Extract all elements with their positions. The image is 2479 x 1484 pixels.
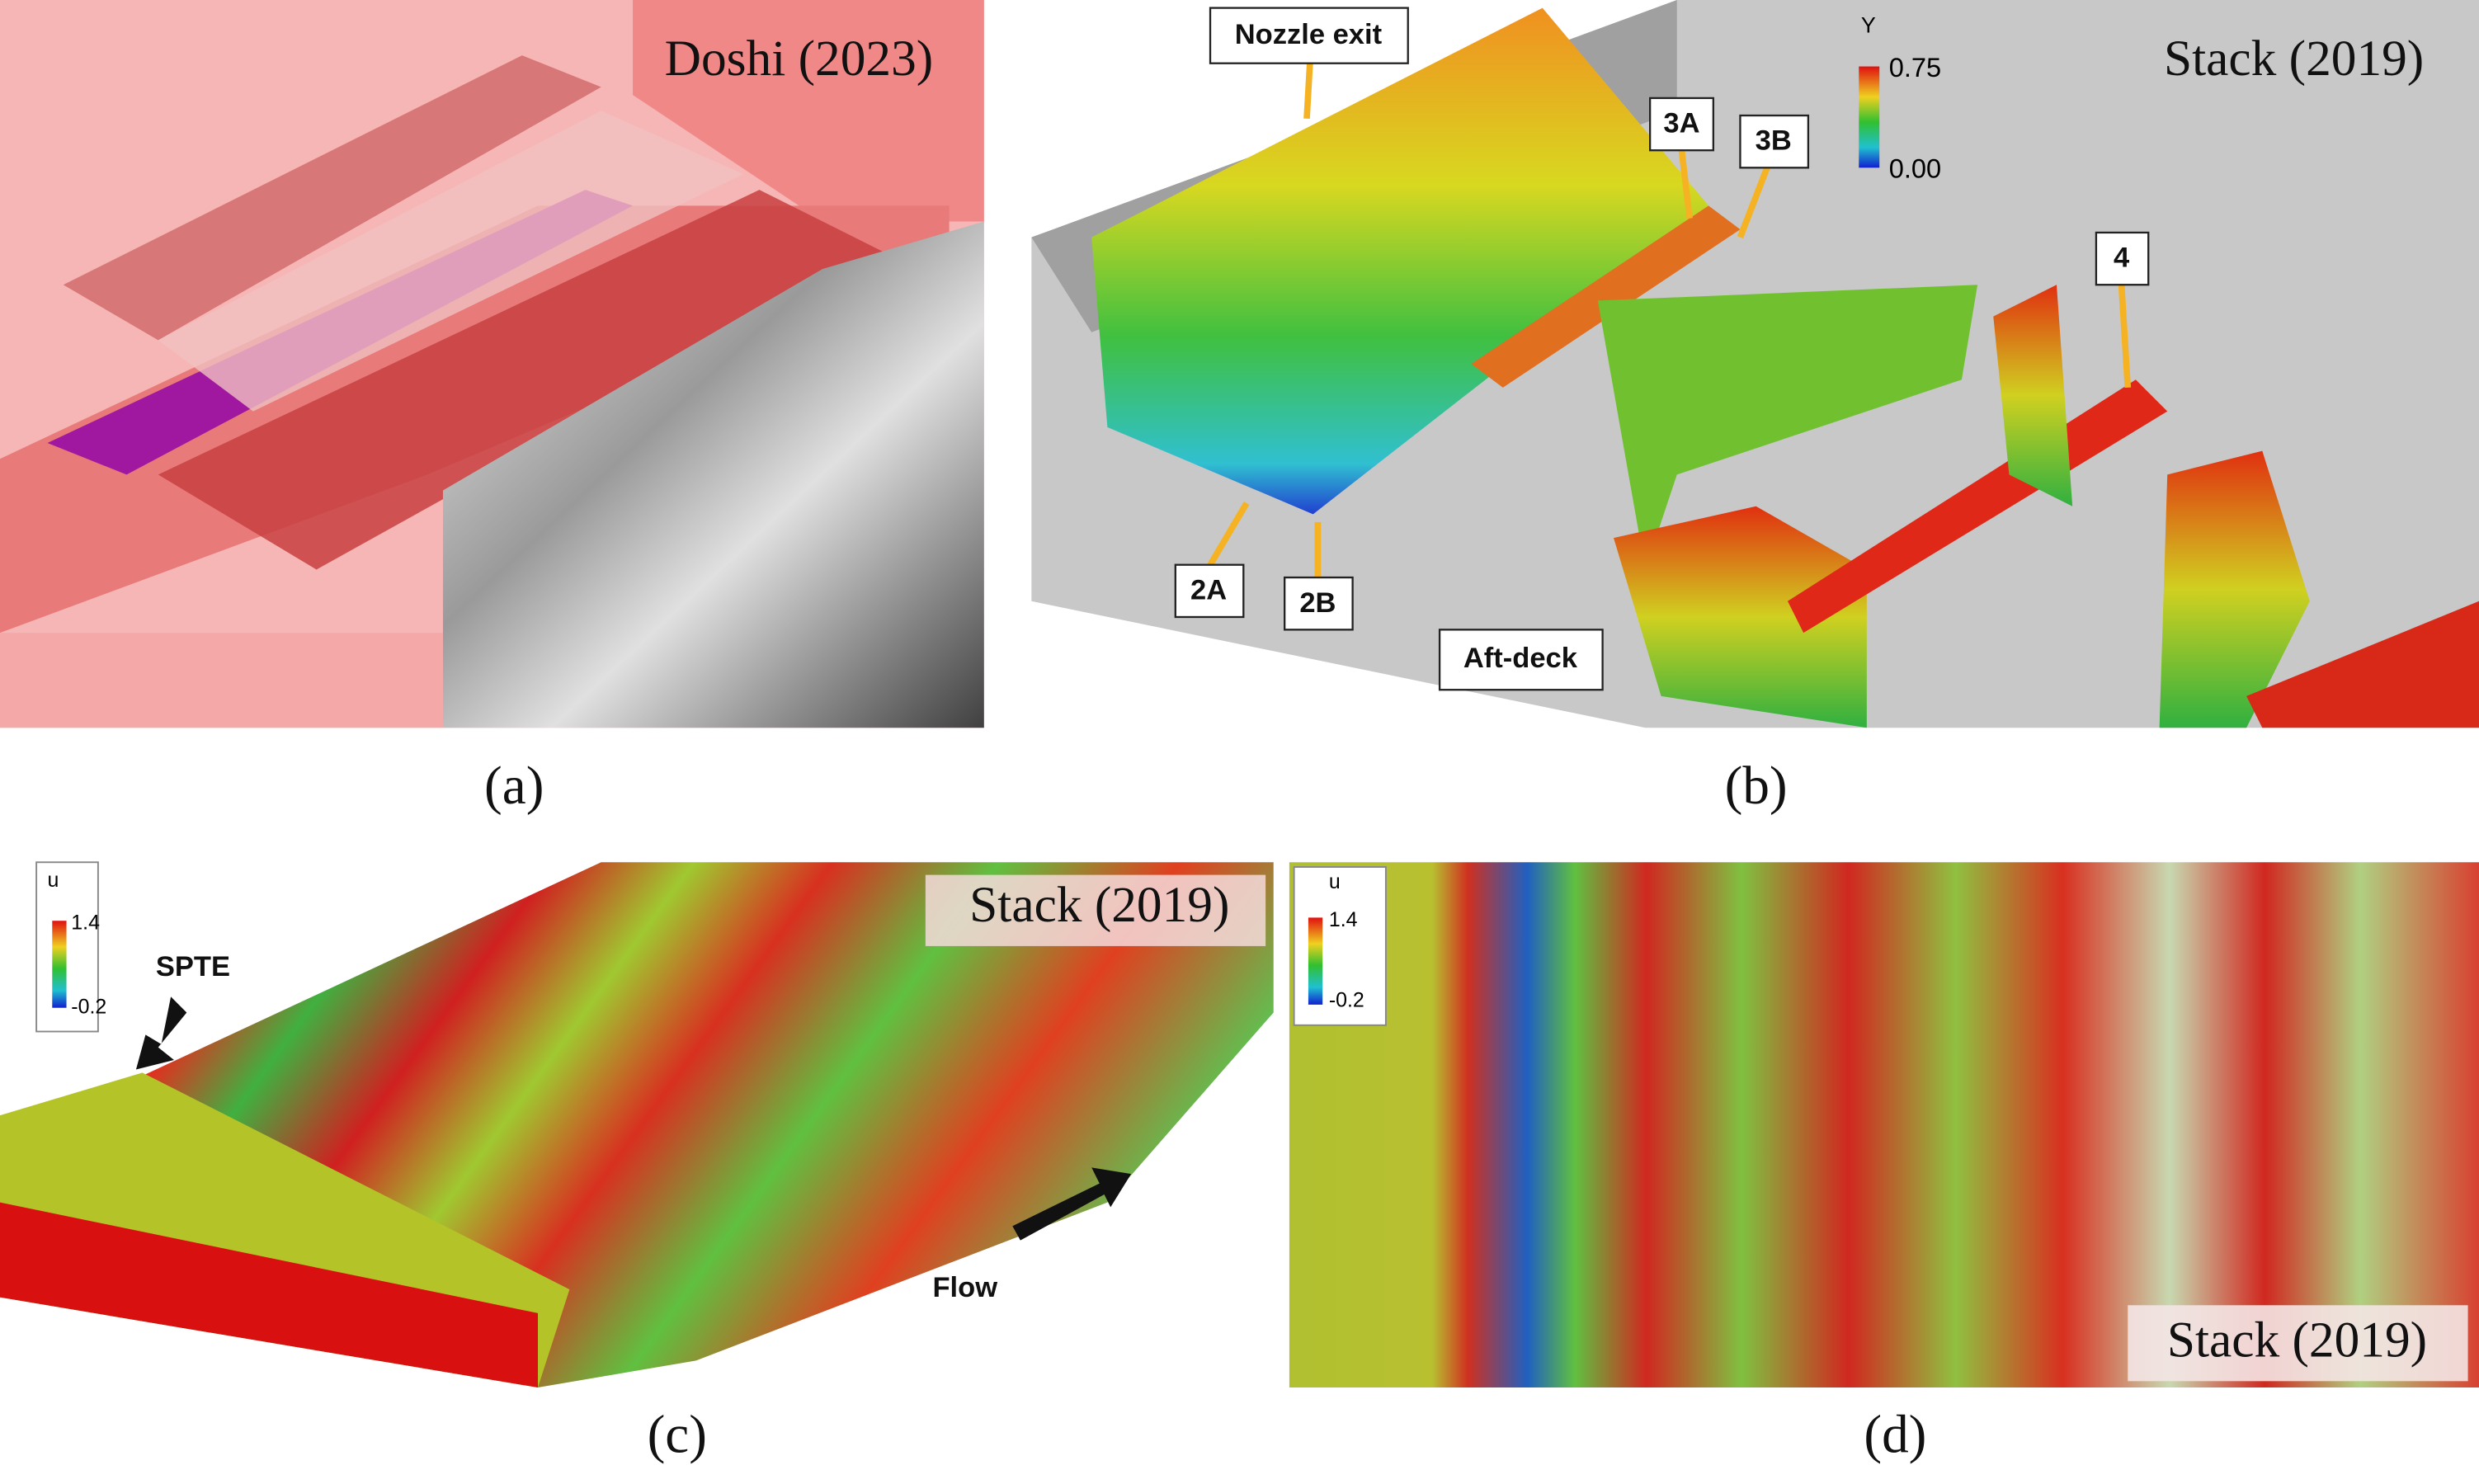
colorbar [1859, 66, 1880, 168]
arrow [1207, 501, 1250, 567]
colorbar-max: 1.4 [1329, 908, 1358, 931]
arrow [2118, 284, 2132, 389]
vortex [1993, 285, 2073, 506]
wall [633, 0, 984, 222]
floor [0, 633, 443, 728]
vortex [2246, 601, 2479, 728]
panel-label: (c) [648, 1405, 707, 1464]
annotation: 2B [1299, 587, 1336, 619]
colorbar-min: -0.2 [71, 995, 106, 1018]
annotation: Nozzle exit [1235, 19, 1383, 50]
colorbar [1308, 917, 1323, 1005]
colorbar-max: 1.4 [71, 912, 100, 935]
arrow [1012, 1167, 1132, 1241]
panel-b: Y 0.75 0.00 Stack (2019) Nozzle exit 3A … [1031, 0, 2479, 728]
credit: Doshi (2023) [665, 31, 934, 87]
annotation: 2A [1190, 574, 1227, 605]
colorbar-max: 0.75 [1889, 52, 1941, 82]
annotation: Aft-deck [1463, 643, 1578, 674]
panel-label: (b) [1725, 756, 1788, 816]
splitter-plate [0, 1202, 539, 1388]
credit: Stack (2019) [2167, 1312, 2427, 1368]
vortex [2159, 450, 2310, 728]
annotation-box [1209, 7, 1409, 64]
colorbar-title: u [48, 869, 59, 892]
credit-box [925, 874, 1266, 946]
panel-d: u 1.4 -0.2 Stack (2019) [1289, 862, 2479, 1388]
annotation-box [1648, 97, 1714, 152]
panel-label: (a) [484, 756, 544, 816]
colorbar-box [35, 861, 99, 1033]
colorbar [52, 921, 67, 1008]
annotation: SPTE [156, 951, 230, 982]
wedge [1091, 7, 1709, 515]
annotation-box [1284, 576, 1354, 631]
arrow [1737, 166, 1770, 239]
colorbar-min: -0.2 [1329, 989, 1364, 1012]
credit: Stack (2019) [2164, 31, 2424, 87]
annotation-box [1438, 629, 1604, 691]
colorbar-title: u [1329, 870, 1341, 893]
colorbar-title: Y [1861, 13, 1876, 38]
panel-a: Doshi (2023) [0, 0, 984, 728]
vortex [1614, 506, 1867, 728]
vortex [1787, 379, 2168, 634]
arrow [1678, 149, 1693, 219]
annotation: 3B [1756, 125, 1792, 157]
vortex [1471, 205, 1741, 388]
plume [442, 221, 984, 728]
vortex [158, 190, 886, 570]
colorbar-min: 0.00 [1889, 153, 1941, 184]
panel-label: (d) [1864, 1405, 1926, 1464]
annotation: Flow [932, 1272, 997, 1303]
annotation-box [1174, 563, 1245, 619]
vortex [158, 111, 744, 412]
credit: Stack (2019) [969, 877, 1229, 933]
annotation-box [1739, 114, 1810, 169]
annotation-box [2095, 231, 2150, 286]
annotation: 4 [2114, 243, 2130, 274]
vortex [1597, 285, 1978, 570]
annotation: 3A [1663, 108, 1699, 139]
vortex-field [1289, 862, 2479, 1388]
arrow [1303, 63, 1313, 120]
panel-c: Stack (2019) u 1.4 -0.2 SPTE Flow [0, 861, 1274, 1388]
arrow [135, 996, 187, 1070]
vortex [63, 55, 601, 341]
credit-box [2128, 1305, 2468, 1382]
